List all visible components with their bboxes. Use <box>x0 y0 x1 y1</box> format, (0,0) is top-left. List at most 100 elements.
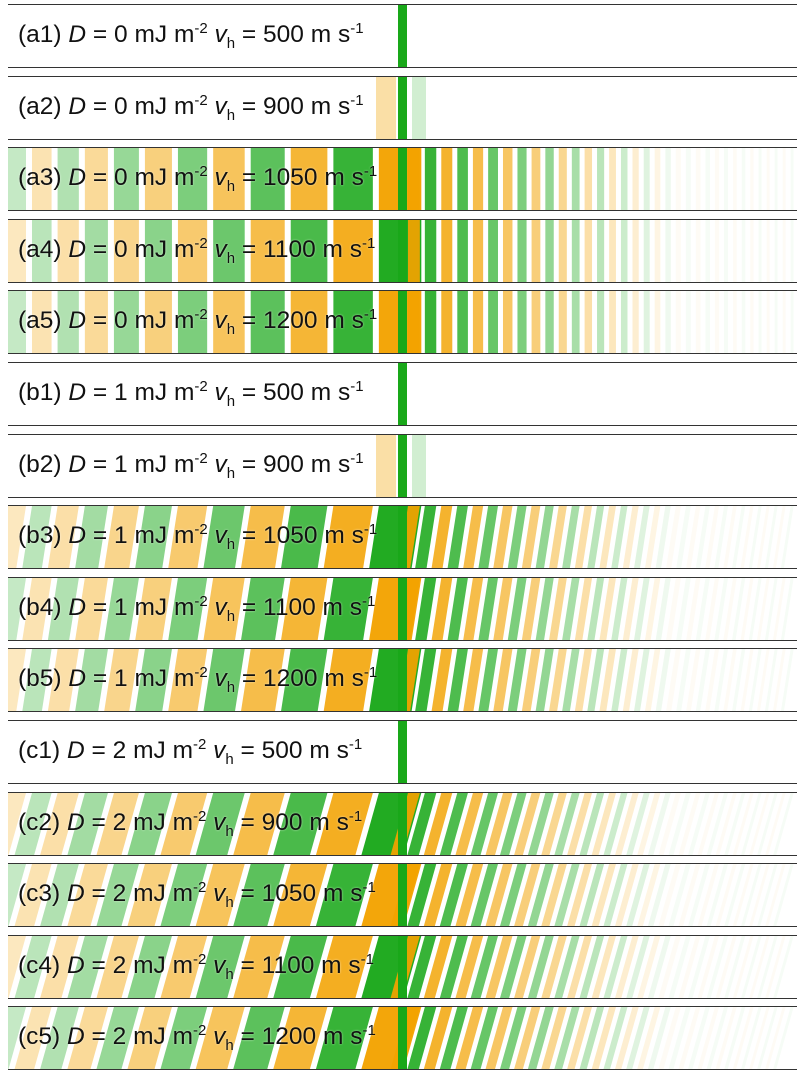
wave-band <box>213 291 245 354</box>
wave-band <box>455 864 484 927</box>
wave-band <box>705 148 710 211</box>
wave-band <box>203 577 245 640</box>
v-unit: m s <box>323 880 363 908</box>
v-value: 1100 <box>261 951 315 979</box>
panel-b1: (b1) D = 1 mJ m-2 vh = 500 m s-1 <box>8 362 797 426</box>
wave-band <box>493 649 513 712</box>
wave-band <box>457 291 468 354</box>
equals: = <box>91 808 106 836</box>
wave-band <box>195 864 245 927</box>
equals: = <box>91 737 106 764</box>
v-symbol: v <box>214 164 227 192</box>
wave-band <box>250 219 285 282</box>
wave-band <box>714 148 720 211</box>
wave-band <box>47 649 79 712</box>
wave-band <box>603 1007 628 1070</box>
d-symbol: D <box>67 1023 85 1051</box>
wave-band <box>643 291 650 354</box>
wave-band <box>14 864 52 927</box>
panel-a1: (a1) D = 0 mJ m-2 vh = 500 m s-1 <box>8 4 797 68</box>
wave-band <box>574 649 593 712</box>
wave-band <box>541 792 567 855</box>
panel-c1: (c1) D = 2 mJ m-2 vh = 500 m s-1 <box>8 720 797 784</box>
wave-pattern <box>8 649 794 712</box>
wave-band <box>741 792 762 855</box>
wave-band <box>678 864 701 927</box>
d-symbol: D <box>68 21 87 48</box>
wave-band <box>584 148 593 211</box>
wave-band <box>439 792 468 855</box>
domain-wall <box>398 577 407 640</box>
v-symbol: v <box>214 450 227 478</box>
wave-band <box>723 506 737 569</box>
wave-band <box>603 864 628 927</box>
wave-field <box>8 506 794 569</box>
equals: = <box>92 522 108 550</box>
wave-band <box>455 1007 484 1070</box>
wave-band <box>250 291 285 354</box>
wave-band <box>485 864 513 927</box>
wave-band <box>521 577 541 640</box>
equals: = <box>241 92 257 120</box>
wave-band <box>733 148 737 211</box>
wave-band <box>407 864 437 927</box>
wave-band <box>686 577 701 640</box>
v-sub: h <box>226 464 236 482</box>
wave-band <box>554 935 580 998</box>
wave-band <box>84 219 108 282</box>
wave-band <box>32 219 52 282</box>
wave-band <box>647 864 671 927</box>
v-sub: h <box>226 536 236 554</box>
wave-band <box>478 649 498 712</box>
wave-band <box>750 148 754 211</box>
domain-wall <box>398 76 407 139</box>
wave-band <box>741 1007 762 1070</box>
v-value: 500 <box>263 21 304 48</box>
wave-band <box>241 577 285 640</box>
wave-pattern <box>8 935 794 998</box>
d-value: 2 <box>112 880 127 908</box>
wave-band <box>485 935 513 998</box>
wave-band <box>22 649 52 712</box>
equals: = <box>92 665 108 693</box>
wave-band <box>502 148 513 211</box>
panel-id: (a5) <box>18 307 62 335</box>
d-unit: mJ m <box>133 1023 193 1051</box>
wave-band <box>678 935 701 998</box>
d-value: 0 <box>114 92 128 120</box>
v-sub: h <box>226 393 236 410</box>
wave-band <box>757 864 778 927</box>
v-value: 500 <box>261 737 303 764</box>
wave-band <box>527 864 554 927</box>
panel-label: (b1) D = 1 mJ m-2 vh = 500 m s-1 <box>18 379 364 409</box>
wave-band <box>412 76 426 139</box>
wave-band <box>333 148 373 211</box>
wave-band <box>611 649 628 712</box>
v-symbol: v <box>213 737 226 764</box>
wave-band <box>655 649 671 712</box>
wave-band <box>517 291 527 354</box>
panel-label: (a4) D = 0 mJ m-2 vh = 1100 m s-1 <box>18 236 375 266</box>
wave-band <box>685 291 691 354</box>
wave-band <box>545 219 554 282</box>
wave-band <box>500 1007 527 1070</box>
wave-band <box>732 577 746 640</box>
wave-band <box>40 935 79 998</box>
d-symbol: D <box>68 450 87 478</box>
wave-band <box>780 577 794 640</box>
spin-wave-figure: (a1) D = 0 mJ m-2 vh = 500 m s-1 (a2) D =… <box>8 4 797 1078</box>
d-symbol: D <box>68 593 87 621</box>
wave-band <box>622 577 639 640</box>
wave-band <box>407 935 437 998</box>
panel-label: (b2) D = 1 mJ m-2 vh = 900 m s-1 <box>18 451 364 481</box>
wave-band <box>765 792 786 855</box>
wave-band <box>688 792 710 855</box>
wave-band <box>8 792 26 855</box>
panel-id: (b1) <box>18 379 62 406</box>
wave-band <box>14 935 52 998</box>
wave-band <box>574 577 593 640</box>
v-symbol: v <box>213 951 226 979</box>
wave-band <box>733 291 737 354</box>
equals: = <box>241 235 257 263</box>
wave-band <box>615 864 639 927</box>
